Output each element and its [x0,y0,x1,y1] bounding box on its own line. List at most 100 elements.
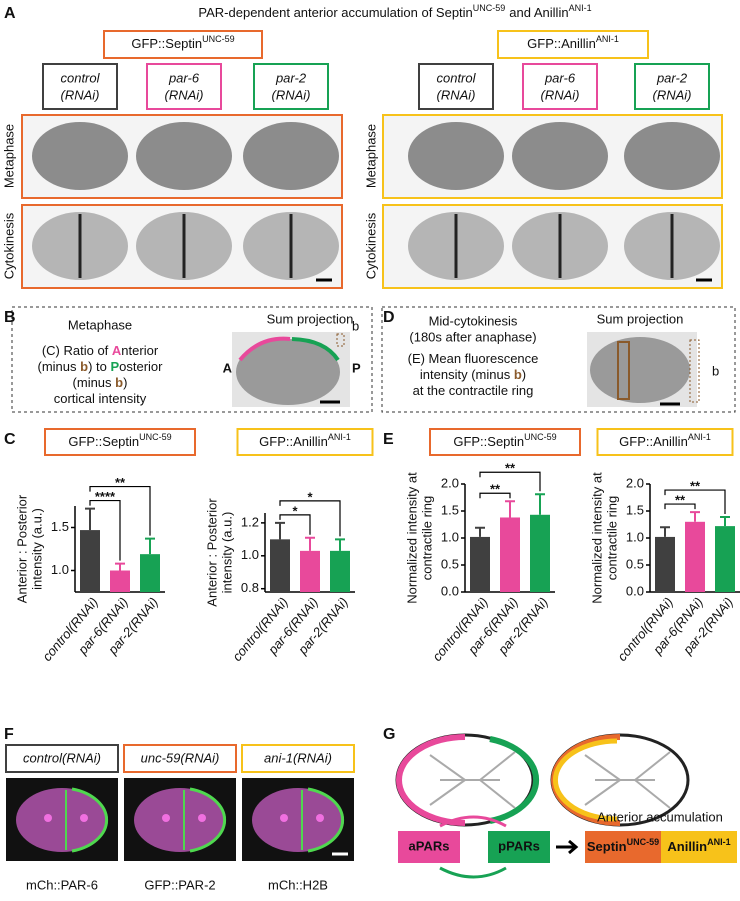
text-segment: osterior [119,359,163,374]
text-segment: nterior [121,343,159,358]
embryo [32,122,128,190]
description-line: (C) Ratio of Anterior [42,343,159,358]
condition-label: par-6 [544,70,576,85]
row-label: Metaphase [1,124,16,188]
marker-label: mCh::PAR-6 [26,877,98,892]
text-segment: b [514,367,522,382]
nucleus [162,814,170,822]
condition-box [634,63,710,110]
significance-label: ** [675,493,686,508]
header-sup: UNC-59 [202,34,235,44]
apars-label: aPARs [409,838,450,853]
y-tick-label: 2.0 [441,475,459,490]
posterior-arc [291,337,340,362]
title-sup: UNC-59 [139,432,172,442]
row-label: Cytokinesis [1,212,16,279]
embryo [624,122,720,190]
condition-label: par-6 [168,70,200,85]
chart-title-box [44,428,196,456]
panel-letter: A [4,5,16,22]
significance-bracket [89,485,151,536]
septin-box [585,831,661,863]
y-tick-label: 0.0 [626,583,644,598]
title-sup: UNC-59 [524,432,557,442]
embryo [236,339,340,405]
embryo [512,122,608,190]
anillin-header: GFP::AnillinANI-1 [527,34,619,51]
significance-bracket [664,489,726,514]
panel-letter: B [4,309,16,326]
error-bar [475,526,485,537]
text-segment: cortical intensity [54,391,147,406]
anterior-label: A [223,360,233,375]
ppars-box [488,831,550,863]
description-line: (minus b) [73,375,128,390]
panel-f: control(RNAi) unc-59(RNAi) ani-1(RNAi) mCh:… [5,744,355,892]
stage-label: Mid-cytokinesis [429,313,518,328]
chart-title: GFP::SeptinUNC-59 [68,432,171,449]
header-text: GFP::Anillin [527,36,596,51]
error-bar [115,562,125,571]
inhibition-arc [439,866,507,879]
panel-letter: E [383,431,394,448]
title-text: GFP::Septin [453,434,524,449]
bar [655,536,675,592]
error-bar [145,537,155,555]
y-tick-label: 0.5 [626,556,644,571]
error-bar [305,536,315,551]
row-label: Metaphase [363,124,378,188]
error-bar [505,500,515,518]
condition-box [418,63,494,110]
embryo [252,788,344,852]
ring-box [617,341,630,400]
y-tick-label: 1.2 [241,514,259,529]
posterior-cortex [307,787,345,853]
bar [110,570,130,592]
bar [500,517,520,592]
anterior-arc [238,336,291,362]
title-sup: ANI-1 [569,3,592,13]
stage-label: (180s after anaphase) [409,329,536,344]
panel-box [381,306,736,413]
bar [530,514,550,592]
condition-label: unc-59(RNAi) [141,750,220,765]
apars-box [398,831,460,863]
significance-label: * [307,489,313,504]
title-sup: UNC-59 [473,3,506,13]
y-tick-label: 1.0 [241,547,259,562]
text-segment: b [80,359,88,374]
condition-label: par-2 [656,70,688,85]
condition-box [123,744,237,773]
text-segment: ) [123,375,127,390]
y-tick-label: 2.0 [626,475,644,490]
condition-label: ani-1(RNAi) [264,750,332,765]
text-segment: (minus [73,375,116,390]
bar [140,554,160,592]
septin-label: SeptinUNC-59 [587,837,659,854]
significance-label: ** [115,475,126,490]
header-box [497,30,649,59]
text-segment: intensity (minus [420,367,514,382]
chart-title: GFP::AnillinANI-1 [259,432,351,449]
row-label: Cytokinesis [363,212,378,279]
significance-bracket [89,499,121,561]
embryo [16,788,108,852]
y-axis-label: Normalized intensity at [589,472,604,604]
text-segment: at the contractile ring [413,383,534,398]
marker-label: GFP::PAR-2 [144,877,215,892]
inhibition-arc [439,815,507,828]
label-sup: ANI-1 [707,837,731,847]
significance-label: ** [505,461,516,476]
panel-a: control (RNAi) par-6 (RNAi) par-2 (RNAi) contr… [1,63,723,289]
description-line: intensity (minus b) [420,367,526,382]
posterior-cortex [489,736,540,824]
text-segment: (C) Ratio of [42,343,112,358]
title-text: GFP::Septin [68,434,139,449]
description-line: cortical intensity [54,391,147,406]
error-bar [535,493,545,515]
panel-letter: G [383,726,395,743]
condition-label: (RNAi) [437,87,476,102]
nucleus [80,814,88,822]
condition-label: control(RNAi) [23,750,101,765]
